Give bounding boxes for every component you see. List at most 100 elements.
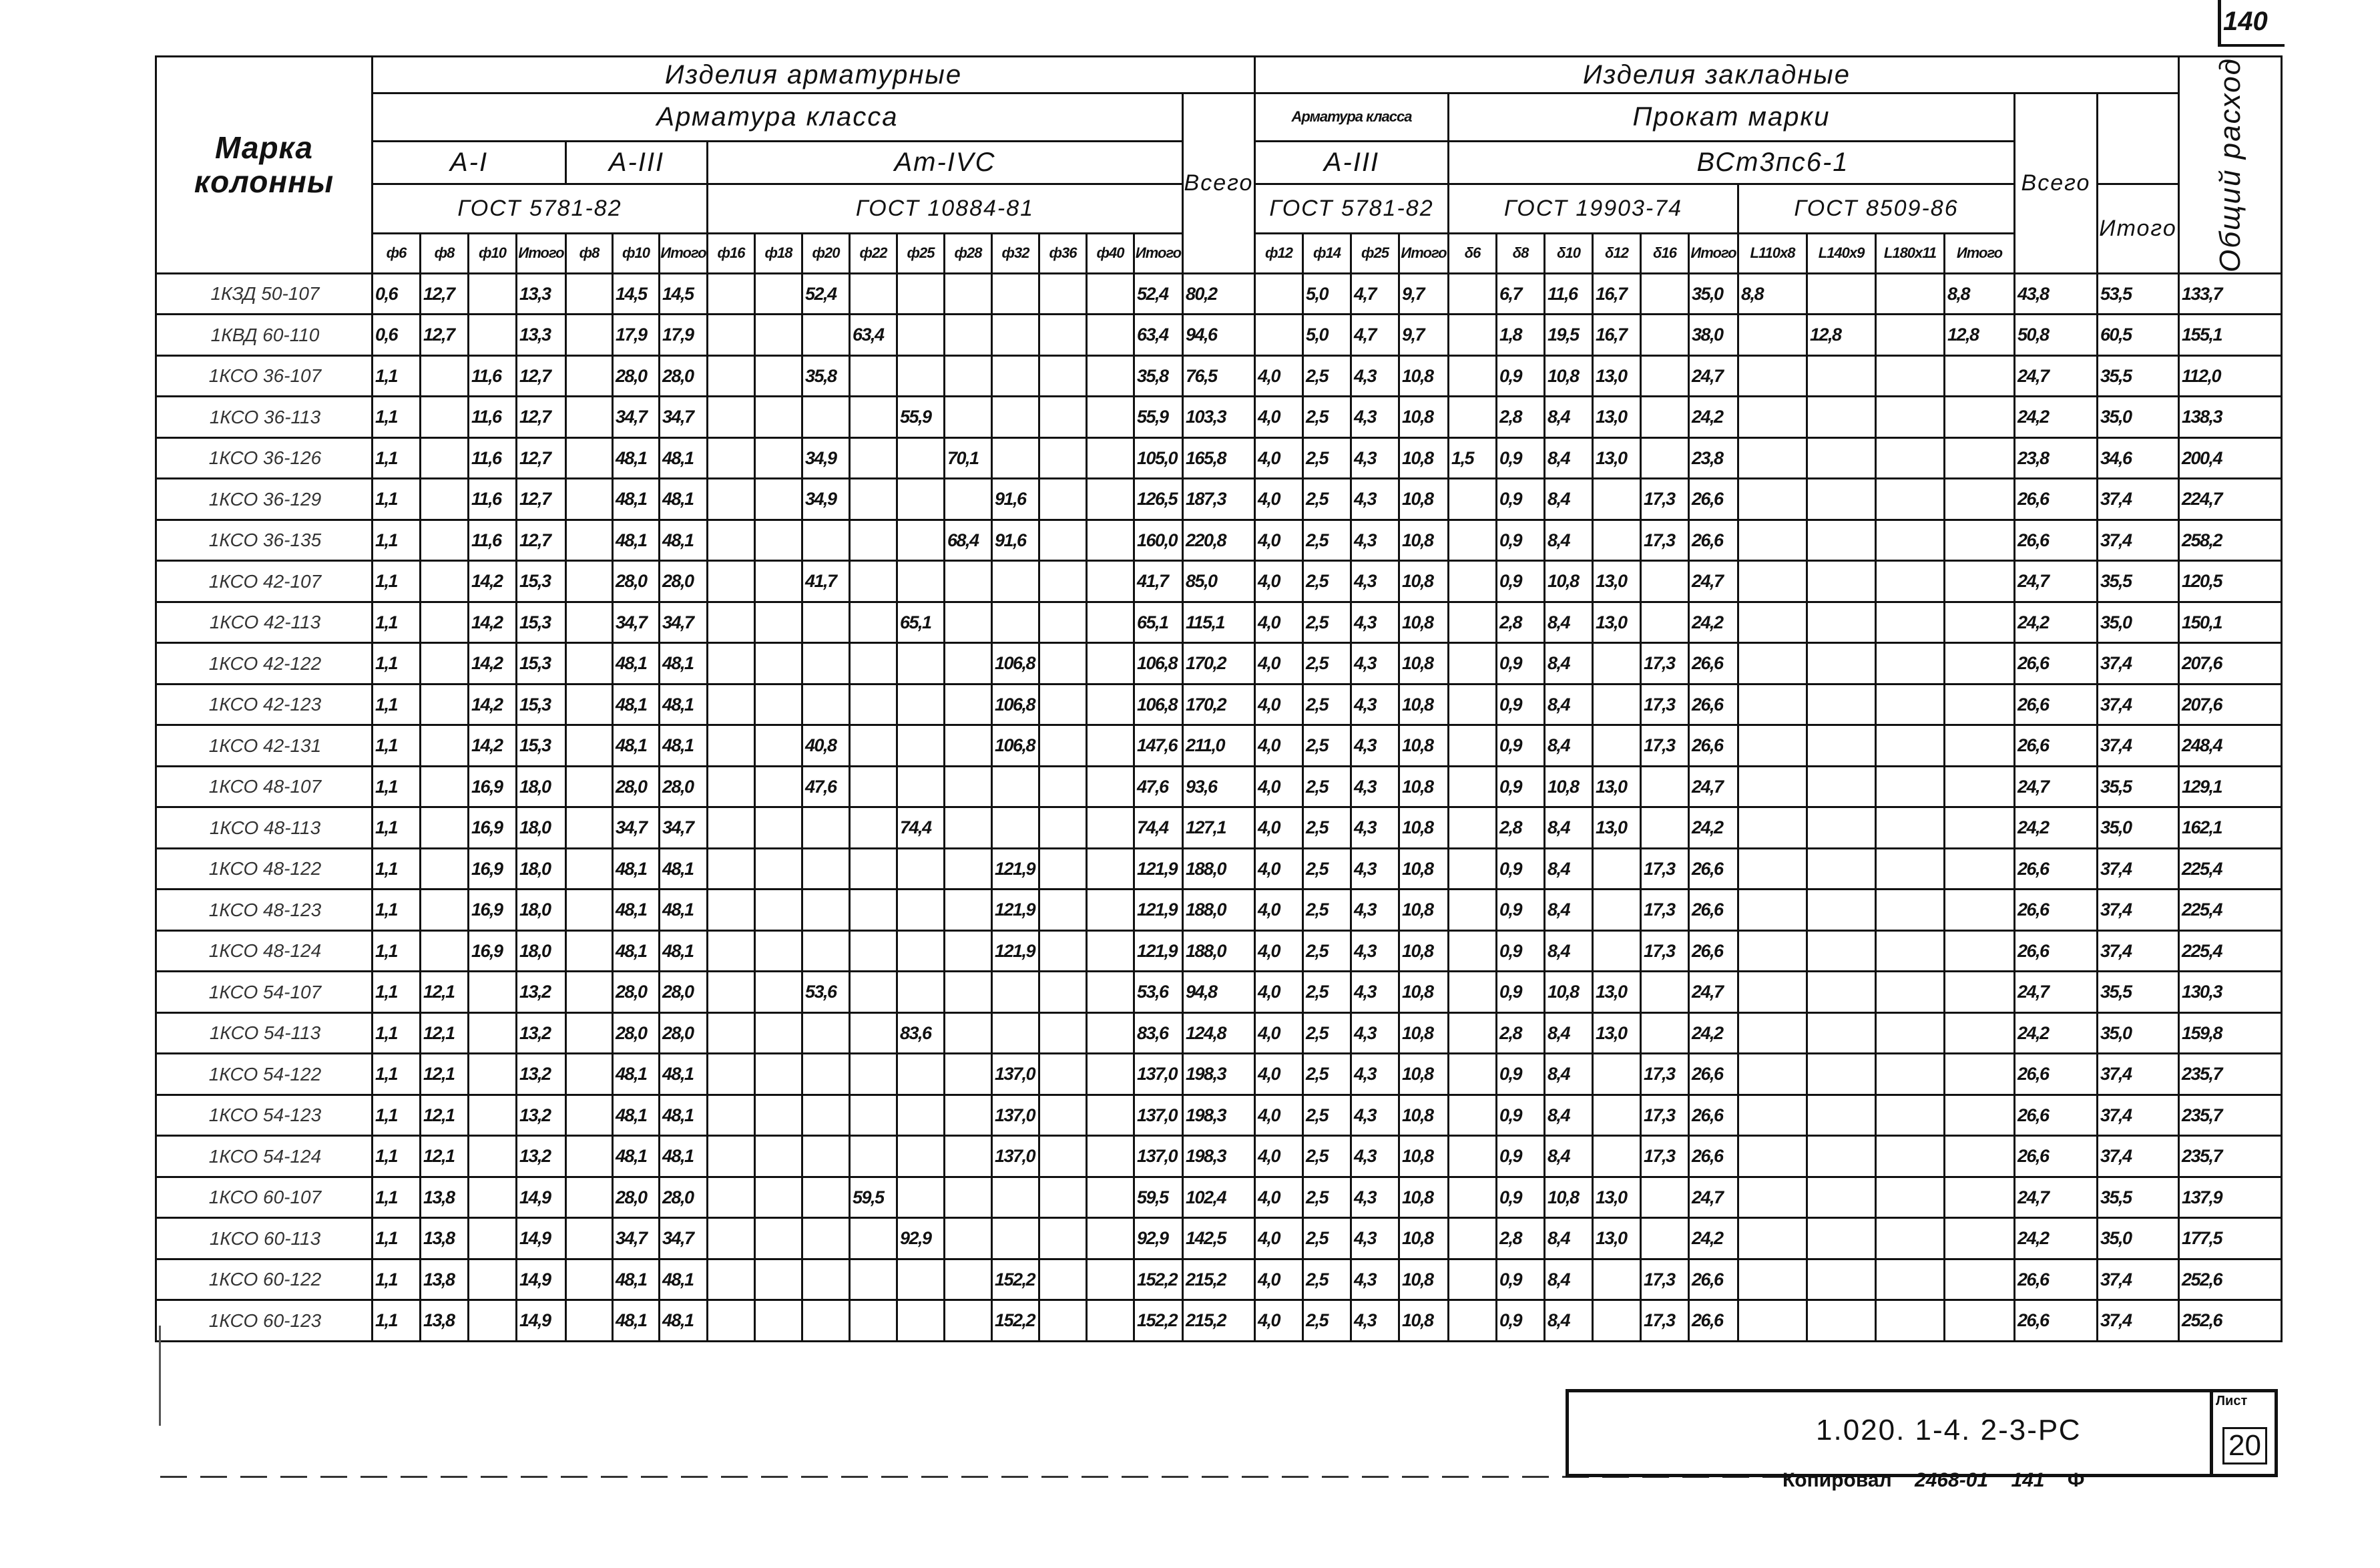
table-cell	[706, 1052, 756, 1096]
table-cell	[991, 600, 1040, 644]
table-cell	[991, 1011, 1040, 1055]
header-vsego-emb: Всего	[2013, 92, 2098, 274]
table-cell: 207,6	[2178, 642, 2283, 685]
table-cell: 2,5	[1302, 888, 1352, 932]
table-cell	[801, 1011, 851, 1055]
table-cell	[1875, 682, 1945, 727]
table-cell: 10,8	[1398, 1217, 1449, 1260]
table-cell: 1,1	[371, 970, 421, 1014]
table-cell: 12,7	[515, 395, 567, 439]
table-cell	[1806, 847, 1877, 891]
table-cell	[849, 600, 898, 644]
table-cell	[896, 682, 945, 727]
table-cell: 48,1	[612, 929, 660, 973]
table-cell	[943, 1052, 993, 1096]
table-cell	[1038, 765, 1088, 809]
table-cell	[754, 929, 803, 973]
table-cell	[754, 272, 803, 316]
table-cell	[1737, 970, 1808, 1014]
header-size: ф8	[565, 232, 614, 274]
table-cell: 8,4	[1543, 724, 1594, 767]
table-cell: 13,3	[515, 272, 567, 316]
table-cell	[1875, 724, 1945, 767]
table-cell: 11,6	[1543, 272, 1594, 316]
table-cell: 16,7	[1592, 313, 1642, 357]
column-mark: 1КСО 54-124	[155, 1135, 373, 1178]
table-cell	[754, 1135, 803, 1178]
table-cell: 188,0	[1182, 929, 1256, 973]
table-cell	[1943, 888, 2015, 932]
table-cell: 4,3	[1350, 806, 1400, 849]
table-cell: 12,1	[419, 1135, 469, 1178]
column-mark: 1КСО 54-122	[155, 1052, 373, 1096]
table-cell: 2,5	[1302, 806, 1352, 849]
table-cell: 121,9	[991, 888, 1040, 932]
table-cell	[1038, 1299, 1088, 1342]
table-cell: 4,7	[1350, 313, 1400, 357]
table-row: 1КСО 42-113 1,1 14,2 15,3 34,7 34,7 65,1 65,1 11…	[155, 600, 2283, 644]
header-size: L180x11	[1875, 232, 1945, 274]
table-cell	[565, 929, 614, 973]
table-cell: 48,1	[658, 1052, 708, 1096]
table-cell: 103,3	[1182, 395, 1256, 439]
table-cell	[1038, 642, 1088, 685]
table-cell: 28,0	[658, 560, 708, 603]
table-cell	[991, 313, 1040, 357]
table-cell: 47,6	[801, 765, 851, 809]
table-cell: 34,7	[612, 806, 660, 849]
column-mark: 1КСО 60-122	[155, 1257, 373, 1302]
table-cell: 4,3	[1350, 1052, 1400, 1096]
table-cell	[419, 354, 469, 398]
table-cell: 14,9	[515, 1257, 567, 1302]
table-cell: 1,1	[371, 1093, 421, 1137]
table-cell: 188,0	[1182, 888, 1256, 932]
table-cell	[1640, 272, 1690, 316]
table-cell: 8,4	[1543, 806, 1594, 849]
table-cell: 207,6	[2178, 682, 2283, 727]
table-cell	[1086, 272, 1135, 316]
header-size: ф10	[467, 232, 517, 274]
table-cell	[991, 395, 1040, 439]
table-cell	[801, 1299, 851, 1342]
table-cell: 34,7	[658, 395, 708, 439]
table-cell: 211,0	[1182, 724, 1256, 767]
table-cell: 23,8	[2013, 436, 2098, 480]
table-cell: 8,4	[1543, 929, 1594, 973]
table-cell: 17,3	[1640, 518, 1690, 562]
table-cell: 4,0	[1254, 682, 1304, 727]
table-cell: 252,6	[2178, 1257, 2283, 1302]
table-cell: 2,5	[1302, 642, 1352, 685]
table-cell	[1640, 970, 1690, 1014]
table-cell	[419, 806, 469, 849]
table-cell	[1592, 888, 1642, 932]
table-cell: 4,0	[1254, 806, 1304, 849]
table-cell: 8,4	[1543, 1217, 1594, 1260]
table-cell	[1592, 1052, 1642, 1096]
copied-number: 2468-01	[1914, 1469, 1989, 1491]
header-class-a1: А-I	[371, 140, 567, 185]
table-cell	[1737, 313, 1808, 357]
table-cell	[849, 642, 898, 685]
table-cell: 13,2	[515, 1093, 567, 1137]
table-cell	[706, 929, 756, 973]
table-cell: 26,6	[2013, 1052, 2098, 1096]
table-cell	[754, 313, 803, 357]
copied-label: Копировал	[1782, 1469, 1892, 1491]
table-cell	[565, 847, 614, 891]
table-cell	[754, 970, 803, 1014]
header-class-a3: А-III	[565, 140, 708, 185]
table-cell: 92,9	[1133, 1217, 1184, 1260]
table-cell	[896, 929, 945, 973]
table-cell	[1737, 518, 1808, 562]
table-cell	[754, 1093, 803, 1137]
header-size: ф25	[1350, 232, 1400, 274]
table-cell: 0,9	[1495, 354, 1545, 398]
table-cell	[706, 436, 756, 480]
table-cell: 4,0	[1254, 518, 1304, 562]
table-cell: 37,4	[2096, 642, 2180, 685]
table-cell	[1086, 518, 1135, 562]
table-cell	[849, 1052, 898, 1096]
table-cell: 26,6	[2013, 888, 2098, 932]
table-cell: 26,6	[2013, 1135, 2098, 1178]
table-cell	[943, 1175, 993, 1219]
